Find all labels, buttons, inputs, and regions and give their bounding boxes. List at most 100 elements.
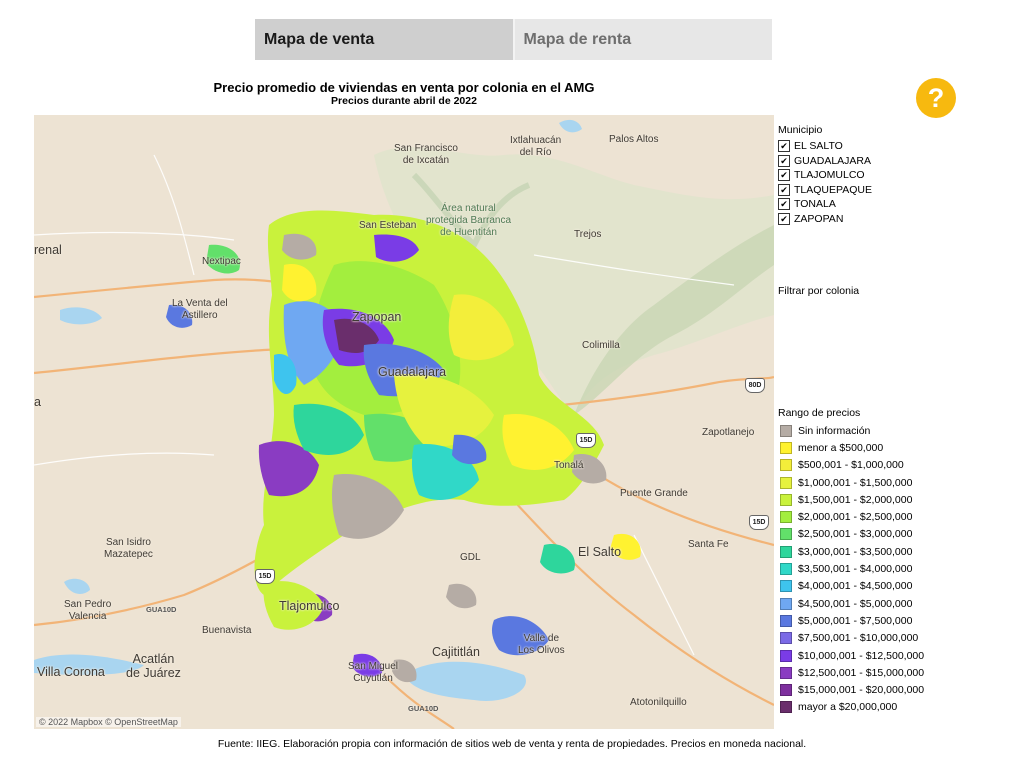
- label-zapopan: Zapopan: [352, 310, 402, 324]
- legend-item[interactable]: $5,000,001 - $7,500,000: [778, 612, 924, 629]
- legend-label: $4,500,001 - $5,000,000: [798, 597, 913, 610]
- legend-swatch: [780, 424, 792, 437]
- label-el-salto: El Salto: [578, 545, 622, 559]
- label-trejos: Trejos: [574, 229, 602, 240]
- label-gua10d-south: GUA10D: [408, 704, 439, 713]
- legend-item[interactable]: $10,000,001 - $12,500,000: [778, 647, 924, 664]
- municipio-option[interactable]: ✔ EL SALTO: [778, 139, 872, 154]
- label-san-esteban: San Esteban: [359, 220, 417, 231]
- label-guadalajara: Guadalajara: [378, 365, 447, 379]
- label-venta-astillero: La Venta del Astillero: [172, 298, 228, 321]
- legend-item[interactable]: $4,500,001 - $5,000,000: [778, 595, 924, 612]
- legend-item[interactable]: $500,001 - $1,000,000: [778, 457, 924, 474]
- lake-villacorona: [34, 654, 144, 675]
- checkbox-icon[interactable]: ✔: [778, 169, 790, 182]
- legend-label: $2,000,001 - $2,500,000: [798, 511, 913, 524]
- checkbox-icon[interactable]: ✔: [778, 212, 790, 225]
- map-subtitle: Precios durante abril de 2022: [331, 95, 477, 107]
- colonia-filter[interactable]: Filtrar por colonia: [778, 285, 859, 297]
- municipio-label: GUADALAJARA: [794, 154, 872, 167]
- label-zapotlanejo: Zapotlanejo: [702, 427, 755, 438]
- legend-item[interactable]: $7,500,001 - $10,000,000: [778, 630, 924, 647]
- municipio-option[interactable]: ✔ ZAPOPAN: [778, 212, 872, 227]
- lake-cajititlan: [404, 661, 526, 701]
- checkbox-icon[interactable]: ✔: [778, 140, 790, 153]
- label-san-pedro: San Pedro Valencia: [64, 599, 112, 622]
- legend-swatch: [780, 459, 792, 472]
- legend-label: $2,500,001 - $3,000,000: [798, 528, 913, 541]
- municipio-option[interactable]: ✔ TONALA: [778, 197, 872, 212]
- label-villa-corona: Villa Corona: [37, 665, 105, 679]
- legend-swatch: [780, 614, 792, 627]
- legend-list: Sin información menor a $500,000 $500,001 …: [778, 422, 924, 716]
- legend-swatch: [780, 649, 792, 662]
- legend-swatch: [780, 632, 792, 645]
- legend-item[interactable]: mayor a $20,000,000: [778, 699, 924, 716]
- label-barranca: Área natural protegida Barranca de Huentit…: [426, 203, 512, 238]
- help-button[interactable]: ?: [916, 78, 956, 118]
- legend-label: $1,500,001 - $2,000,000: [798, 493, 913, 506]
- legend-item[interactable]: $4,000,001 - $4,500,000: [778, 578, 924, 595]
- label-a-edge: a: [34, 395, 41, 409]
- legend-swatch: [780, 476, 792, 489]
- label-san-francisco: San Francisco de Ixcatán: [394, 143, 458, 166]
- legend-item[interactable]: Sin información: [778, 422, 924, 439]
- lake-north: [559, 119, 582, 133]
- legend-label: $12,500,001 - $15,000,000: [798, 666, 925, 679]
- municipio-list: ✔ EL SALTO ✔ GUADALAJARA ✔ TLAJOMULCO ✔ TLAQUEP…: [778, 139, 872, 226]
- label-gdl-airport: GDL: [460, 552, 481, 563]
- legend-item[interactable]: $2,500,001 - $3,000,000: [778, 526, 924, 543]
- legend-title: Rango de precios: [778, 407, 861, 419]
- lake-sanpedro: [64, 578, 90, 594]
- municipio-title: Municipio: [778, 124, 823, 136]
- checkbox-icon[interactable]: ✔: [778, 154, 790, 167]
- label-cajititlan: Cajititlán: [432, 645, 480, 659]
- map-canvas[interactable]: San Francisco de Ixcatán Ixtlahuacán del R…: [34, 115, 774, 729]
- view-tabs: Mapa de venta Mapa de renta: [255, 19, 772, 60]
- highway-shield-80d: 80D: [745, 378, 765, 393]
- label-acatlan: Acatlán de Juárez: [126, 652, 181, 680]
- legend-label: $500,001 - $1,000,000: [798, 459, 904, 472]
- map-basemap: [34, 119, 774, 729]
- municipio-option[interactable]: ✔ TLAQUEPAQUE: [778, 183, 872, 198]
- legend-swatch: [780, 597, 792, 610]
- streets: [34, 154, 735, 656]
- colonia-patches: [166, 210, 641, 683]
- legend-item[interactable]: $3,000,001 - $3,500,000: [778, 543, 924, 560]
- checkbox-icon[interactable]: ✔: [778, 183, 790, 196]
- label-arenal: renal: [34, 243, 62, 257]
- price-legend: Rango de precios Sin información menor a …: [778, 407, 924, 716]
- label-atotonilquillo: Atotonilquillo: [630, 697, 687, 708]
- label-nextipac: Nextipac: [202, 256, 241, 267]
- label-tonala: Tonalá: [554, 460, 584, 471]
- colonia-filter-label: Filtrar por colonia: [778, 285, 860, 297]
- tab-mapa-venta[interactable]: Mapa de venta: [255, 19, 515, 60]
- legend-item[interactable]: menor a $500,000: [778, 439, 924, 456]
- legend-label: $15,000,001 - $20,000,000: [798, 684, 925, 697]
- map-title: Precio promedio de viviendas en venta po…: [213, 80, 595, 95]
- municipio-option[interactable]: ✔ GUADALAJARA: [778, 154, 872, 169]
- legend-item[interactable]: $12,500,001 - $15,000,000: [778, 664, 924, 681]
- highway-shield-15d-b: 15D: [749, 515, 769, 530]
- legend-swatch: [780, 666, 792, 679]
- legend-item[interactable]: $1,500,001 - $2,000,000: [778, 491, 924, 508]
- barranca-relief: [411, 172, 531, 251]
- label-colimilla: Colimilla: [582, 340, 620, 351]
- legend-label: $4,000,001 - $4,500,000: [798, 580, 913, 593]
- legend-swatch: [780, 563, 792, 576]
- canyon-relief: [374, 147, 774, 415]
- legend-item[interactable]: $1,000,001 - $1,500,000: [778, 474, 924, 491]
- municipio-option[interactable]: ✔ TLAJOMULCO: [778, 168, 872, 183]
- label-puente-grande: Puente Grande: [620, 488, 688, 499]
- checkbox-icon[interactable]: ✔: [778, 198, 790, 211]
- label-san-miguel: San Miguel Cuyutlán: [348, 661, 399, 684]
- legend-label: $1,000,001 - $1,500,000: [798, 476, 913, 489]
- municipio-label: EL SALTO: [794, 140, 843, 153]
- legend-item[interactable]: $3,500,001 - $4,000,000: [778, 560, 924, 577]
- legend-item[interactable]: $15,000,001 - $20,000,000: [778, 681, 924, 698]
- map-attribution[interactable]: © 2022 Mapbox © OpenStreetMap: [36, 717, 181, 727]
- legend-swatch: [780, 684, 792, 697]
- legend-item[interactable]: $2,000,001 - $2,500,000: [778, 508, 924, 525]
- tab-mapa-renta[interactable]: Mapa de renta: [514, 19, 772, 60]
- municipio-label: ZAPOPAN: [794, 212, 844, 225]
